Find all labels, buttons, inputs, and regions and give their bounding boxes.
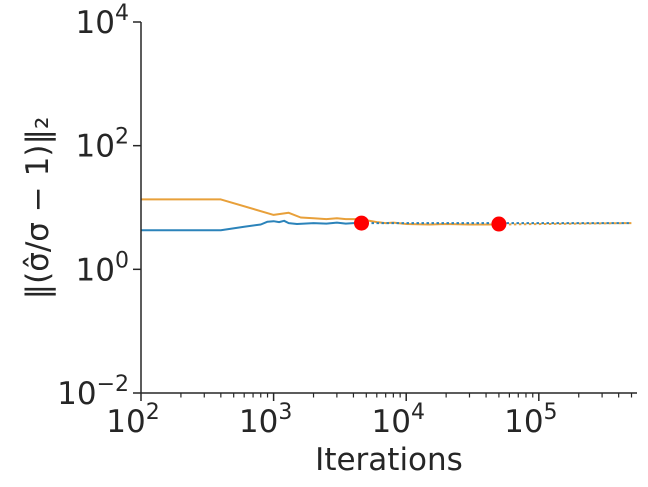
x-axis: 102 103 104 105 <box>106 392 637 440</box>
plot-area <box>141 198 632 232</box>
x-tick-label: 103 <box>239 400 292 440</box>
series-line-4 <box>498 222 632 226</box>
y-tick-label: 104 <box>76 1 129 41</box>
series-line-2 <box>141 198 499 226</box>
convergence-marker-1 <box>353 215 369 231</box>
series-line-1 <box>141 219 362 232</box>
x-tick-label: 104 <box>371 400 424 440</box>
y-tick-label: 10−2 <box>57 372 129 412</box>
y-axis-title: ‖(σ̂/σ − 1)‖₂ <box>20 117 56 300</box>
x-tick-label: 105 <box>504 400 557 440</box>
y-tick-label: 102 <box>76 125 129 165</box>
x-tick-label: 102 <box>106 400 159 440</box>
convergence-marker-2 <box>491 216 507 232</box>
x-axis-title: Iterations <box>315 442 463 478</box>
y-tick-label: 100 <box>76 248 129 288</box>
y-axis: 10−2 100 102 104 <box>57 1 142 412</box>
